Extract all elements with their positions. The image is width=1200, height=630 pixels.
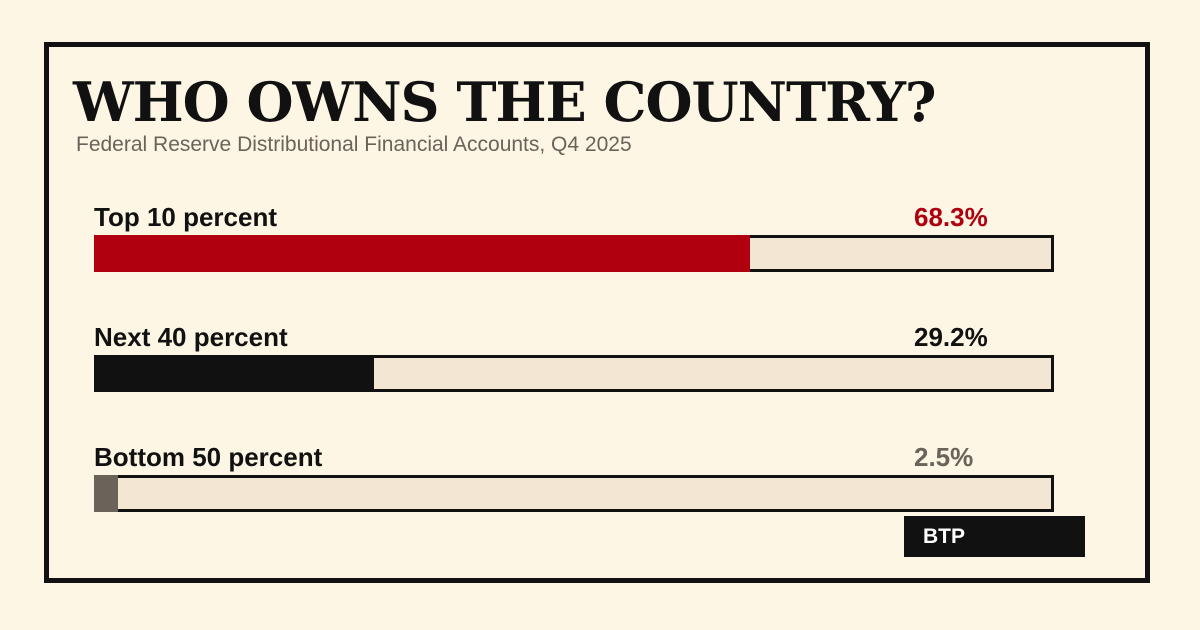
bar-label: Next 40 percent — [94, 322, 288, 352]
chart-subtitle: Federal Reserve Distributional Financial… — [76, 133, 632, 156]
bar-track — [94, 475, 1054, 512]
bar — [94, 235, 750, 272]
bar-value-label: 2.5% — [914, 442, 974, 472]
bar — [94, 475, 118, 512]
bar-value-label: 68.3% — [914, 202, 988, 232]
bar-track — [94, 235, 1054, 272]
bar — [94, 355, 374, 392]
bar-value-label: 29.2% — [914, 322, 988, 352]
bar-label: Bottom 50 percent — [94, 442, 323, 472]
source-badge: BTP — [904, 516, 1085, 557]
bar-track — [94, 355, 1054, 392]
chart-title: WHO OWNS THE COUNTRY? — [73, 70, 937, 134]
bar-label: Top 10 percent — [94, 202, 278, 232]
chart-card: WHO OWNS THE COUNTRY? Federal Reserve Di… — [44, 42, 1150, 583]
